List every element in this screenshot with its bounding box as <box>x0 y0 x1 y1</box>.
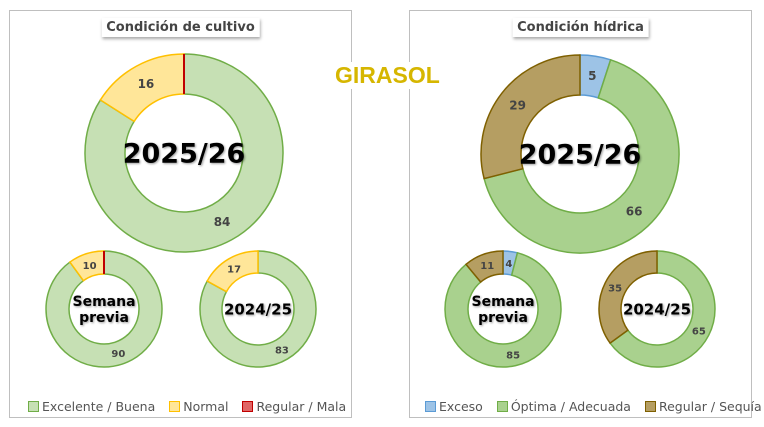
data-label: 17 <box>227 265 241 276</box>
data-label: 10 <box>83 261 97 272</box>
legend-item: Regular / Mala <box>242 399 346 414</box>
donut-segment <box>483 58 680 254</box>
legend-item: Normal <box>169 399 228 414</box>
legend-item: Excelente / Buena <box>28 399 155 414</box>
legend-item: Óptima / Adecuada <box>496 399 631 414</box>
data-label: 90 <box>111 349 125 360</box>
legend-label: Óptima / Adecuada <box>510 399 631 414</box>
crop-condition-title: Condición de cultivo <box>101 18 260 37</box>
ring-center-label: 2024/25 <box>623 300 691 318</box>
data-label: 65 <box>692 326 706 337</box>
data-label: 5 <box>588 69 596 83</box>
data-label: 85 <box>506 350 520 361</box>
data-label: 66 <box>626 205 643 219</box>
legend-label: Normal <box>183 399 229 414</box>
donut-segment <box>480 54 581 180</box>
water-condition-panel: Condición hídrica Exceso Óptima / Adecua… <box>409 10 762 418</box>
water-condition-title: Condición hídrica <box>512 18 649 37</box>
legend-label: Exceso <box>439 399 483 414</box>
donut-segment <box>84 53 284 253</box>
legend-label: Excelente / Buena <box>42 399 156 414</box>
data-label: 16 <box>138 77 155 91</box>
legend-label: Regular / Mala <box>256 399 347 414</box>
ring-center-label: Semana <box>471 294 534 310</box>
donut-segment <box>464 250 504 284</box>
legend-label: Regular / Sequía <box>658 399 762 414</box>
water-condition-legend: Exceso Óptima / Adecuada Regular / Sequí… <box>425 399 762 414</box>
donut-segment <box>444 251 562 368</box>
data-label: 4 <box>505 259 512 270</box>
donut-segment <box>609 250 716 368</box>
data-label: 83 <box>275 345 289 356</box>
legend-item: Exceso <box>425 399 483 414</box>
data-label: 11 <box>480 261 494 272</box>
crop-condition-legend: Excelente / Buena Normal Regular / Mala <box>28 399 346 414</box>
ring-center-label: Semana <box>72 294 135 310</box>
data-label: 29 <box>509 99 526 113</box>
ring-center-label: 2025/26 <box>519 140 642 171</box>
crop-condition-panel: Condición de cultivo Excelente / Buena N… <box>9 10 352 418</box>
ring-center-label: previa <box>478 310 528 326</box>
crop-title: GIRASOL <box>333 62 442 89</box>
donut-segment <box>199 250 317 368</box>
legend-item: Regular / Sequía <box>644 399 762 414</box>
donut-segment <box>598 250 658 345</box>
legend-swatch <box>425 401 436 412</box>
donut-segment <box>206 250 259 293</box>
legend-swatch <box>644 401 656 412</box>
data-label: 84 <box>214 215 231 229</box>
ring-center-label: 2024/25 <box>224 300 292 318</box>
legend-swatch <box>28 401 39 412</box>
donut-segment <box>45 250 163 368</box>
ring-center-label: previa <box>79 310 129 326</box>
ring-center-label: 2025/26 <box>123 139 246 170</box>
legend-swatch <box>242 401 254 412</box>
legend-swatch <box>169 401 181 412</box>
legend-swatch <box>496 401 508 412</box>
data-label: 35 <box>608 284 622 295</box>
